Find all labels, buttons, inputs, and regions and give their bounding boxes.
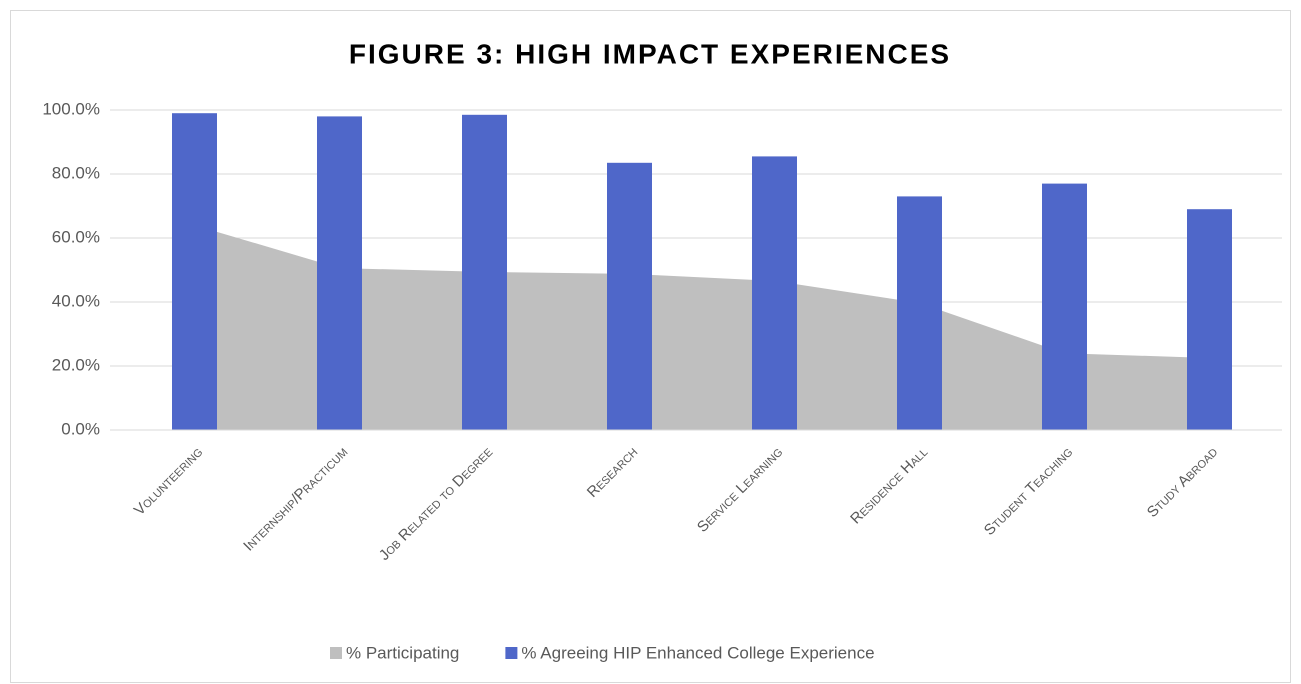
y-tick-label: 20.0% <box>52 355 100 374</box>
bar <box>1187 209 1232 430</box>
bar <box>462 114 507 431</box>
bar <box>172 113 217 430</box>
y-tick-label: 40.0% <box>52 291 100 310</box>
bar <box>317 116 362 431</box>
legend-swatch <box>505 647 518 659</box>
bar <box>752 156 797 430</box>
legend-label: % Participating <box>346 643 459 662</box>
bar <box>897 196 942 430</box>
legend-label: % Agreeing HIP Enhanced College Experien… <box>521 643 874 662</box>
chart-title: FIGURE 3: HIGH IMPACT EXPERIENCES <box>349 38 951 69</box>
bar <box>607 162 652 431</box>
y-tick-label: 80.0% <box>52 163 100 182</box>
y-tick-label: 0.0% <box>61 419 100 438</box>
bar <box>1042 183 1087 430</box>
y-tick-label: 100.0% <box>42 99 100 118</box>
legend-swatch <box>330 647 342 659</box>
y-tick-label: 60.0% <box>52 227 100 246</box>
area <box>194 225 1210 430</box>
